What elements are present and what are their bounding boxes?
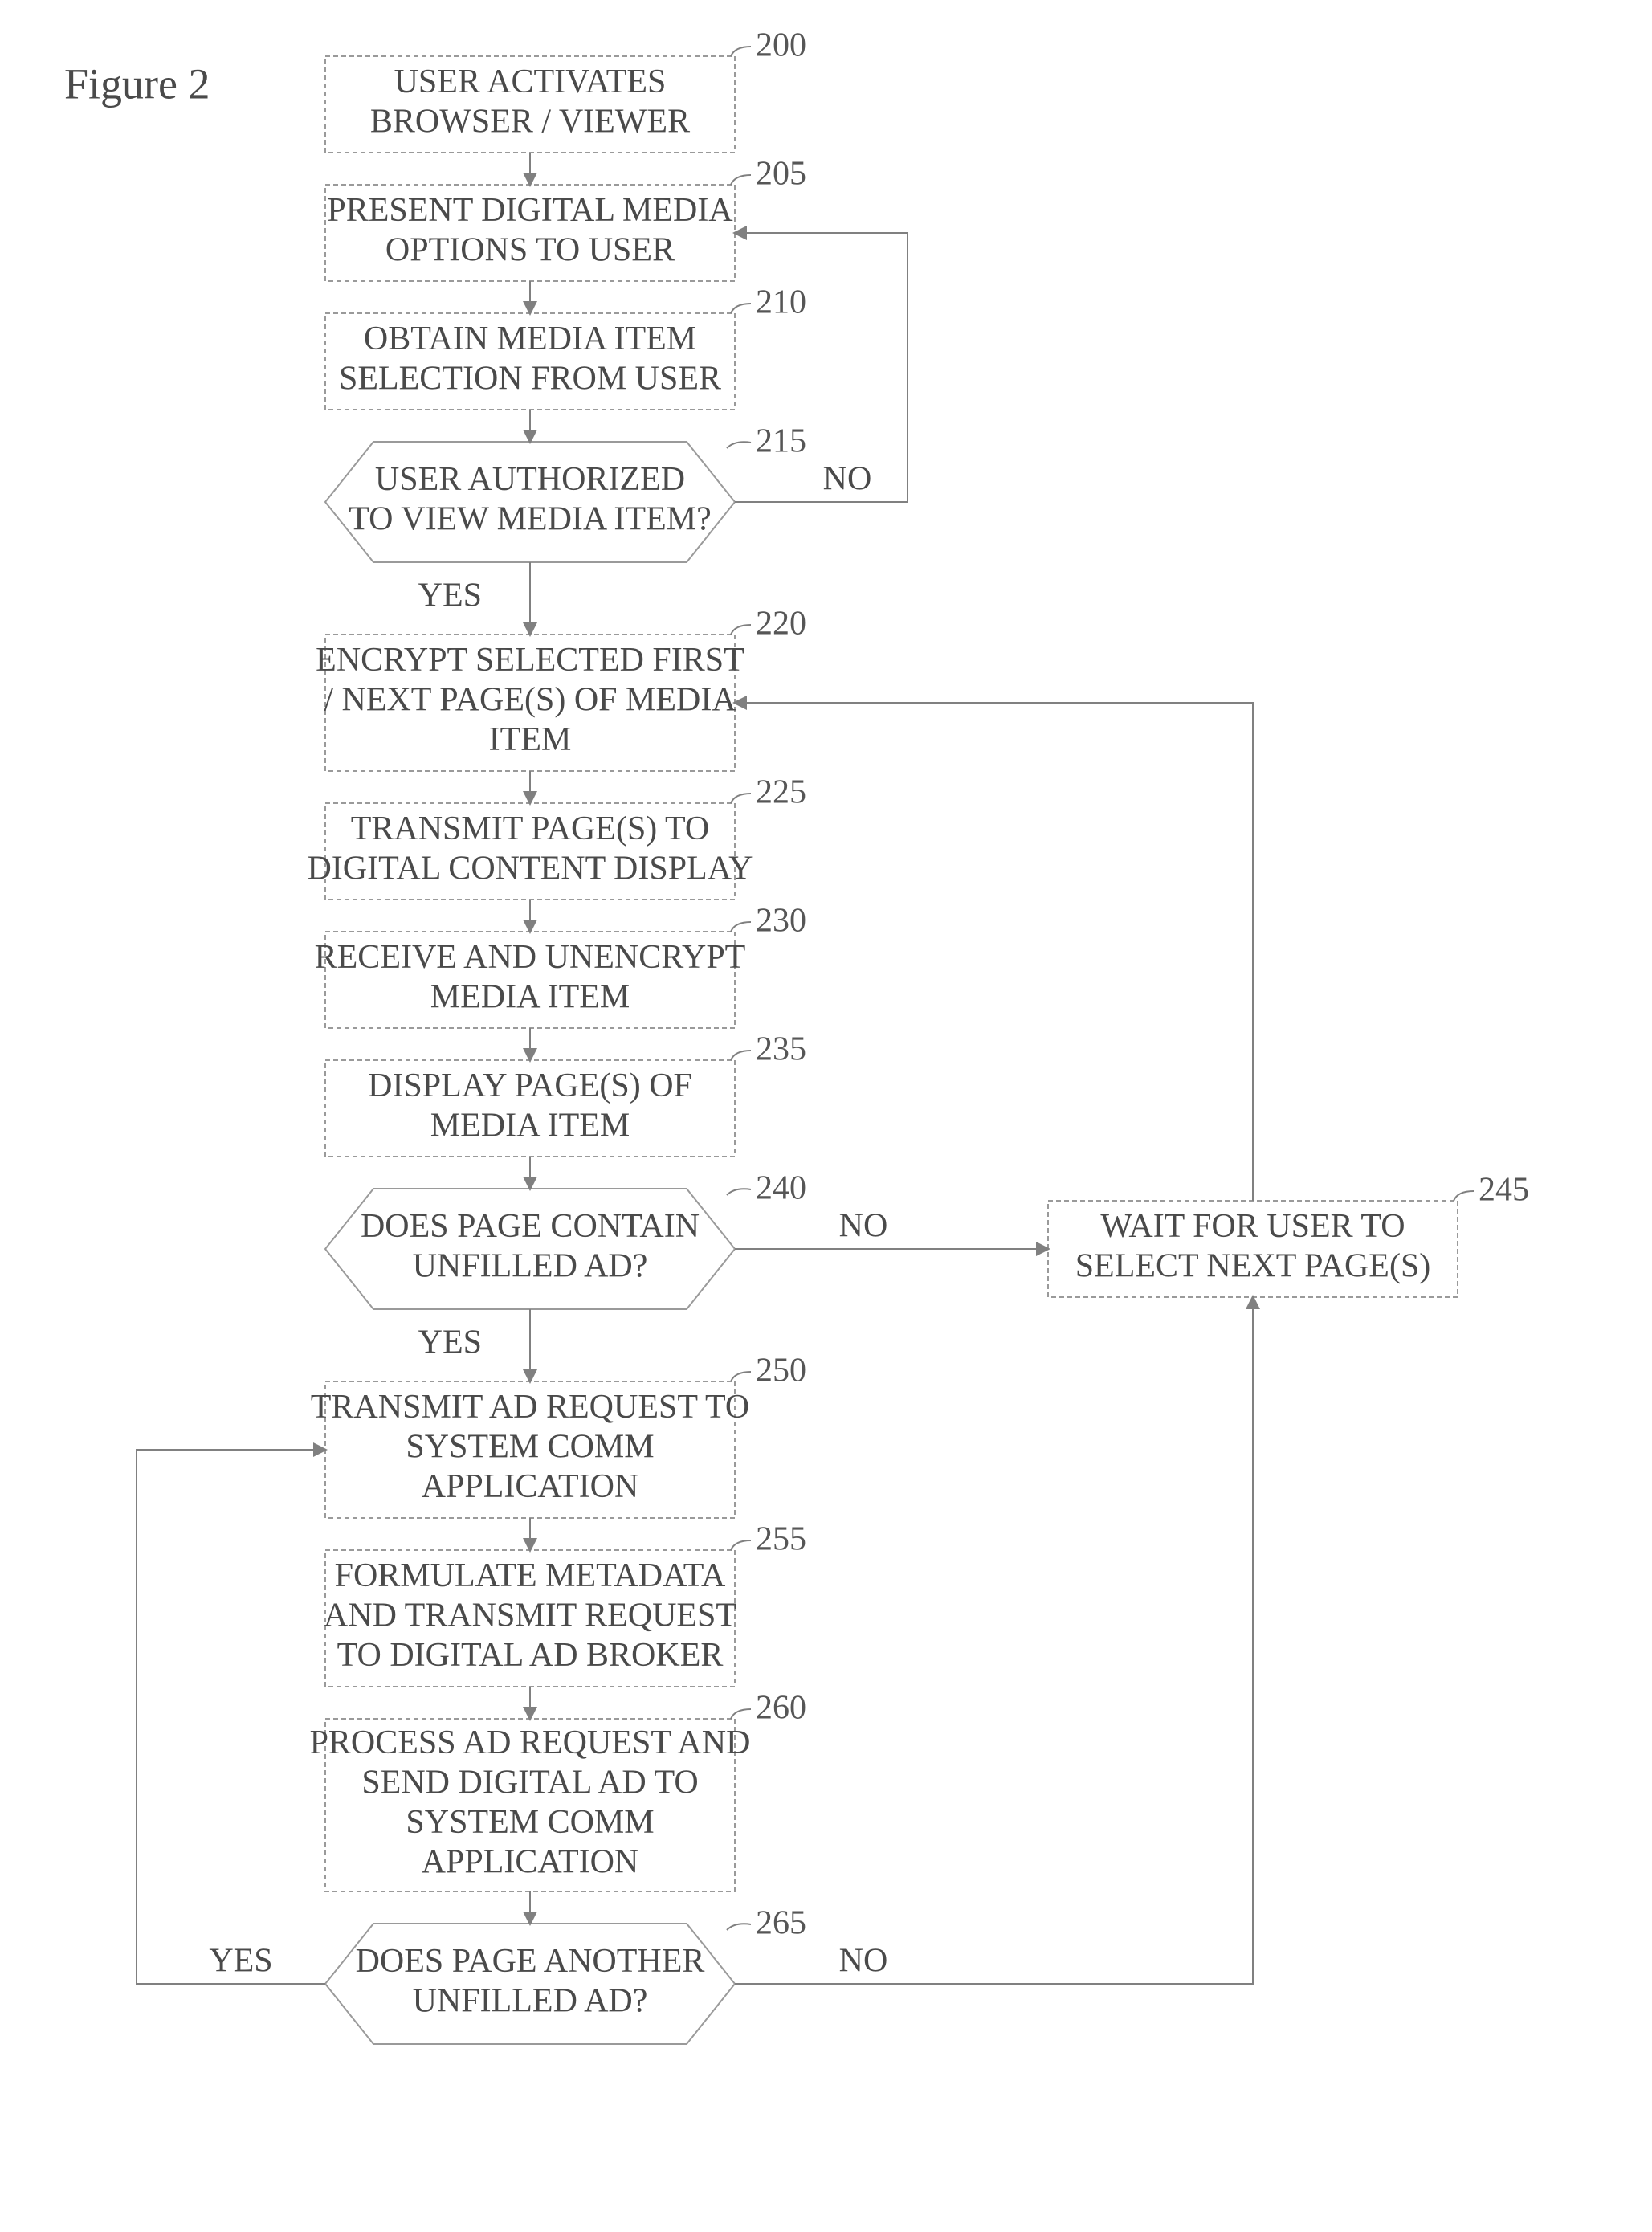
ref-leader-240 [727,1189,751,1195]
node-255-line-0: FORMULATE METADATA [335,1557,726,1594]
ref-leader-230 [731,922,751,932]
ref-leader-220 [731,625,751,635]
node-205: PRESENT DIGITAL MEDIAOPTIONS TO USER [325,185,735,281]
node-200-line-1: BROWSER / VIEWER [370,103,690,140]
node-255: FORMULATE METADATAAND TRANSMIT REQUESTTO… [324,1550,736,1687]
node-200: USER ACTIVATESBROWSER / VIEWER [325,56,735,153]
node-215: USER AUTHORIZEDTO VIEW MEDIA ITEM? [325,442,735,562]
node-250-line-1: SYSTEM COMM [406,1429,654,1466]
node-240-line-1: UNFILLED AD? [413,1247,648,1284]
node-260-line-1: SEND DIGITAL AD TO [361,1764,698,1801]
node-220: ENCRYPT SELECTED FIRST/ NEXT PAGE(S) OF … [316,635,744,771]
edge-path-15 [735,1297,1253,1984]
node-205-line-1: OPTIONS TO USER [385,231,675,268]
ref-number-240: 240 [756,1170,806,1207]
node-255-line-2: TO DIGITAL AD BROKER [337,1637,724,1674]
node-220-line-1: / NEXT PAGE(S) OF MEDIA [324,682,736,719]
node-265: DOES PAGE ANOTHERUNFILLED AD? [325,1924,735,2044]
ref-leader-260 [731,1709,751,1719]
ref-number-245: 245 [1479,1172,1529,1209]
node-205-line-0: PRESENT DIGITAL MEDIA [327,192,733,229]
node-220-line-0: ENCRYPT SELECTED FIRST [316,642,744,679]
node-210-line-0: OBTAIN MEDIA ITEM [364,320,696,357]
node-240-line-0: DOES PAGE CONTAIN [361,1208,700,1245]
ref-leader-225 [731,794,751,803]
node-250-line-0: TRANSMIT AD REQUEST TO [311,1389,749,1426]
node-250-line-2: APPLICATION [422,1468,639,1505]
ref-number-210: 210 [756,284,806,321]
ref-number-250: 250 [756,1353,806,1389]
node-225: TRANSMIT PAGE(S) TODIGITAL CONTENT DISPL… [307,803,753,900]
edge-path-12 [735,233,908,502]
node-235-line-0: DISPLAY PAGE(S) OF [368,1067,692,1104]
ref-number-220: 220 [756,606,806,643]
node-245-line-1: SELECT NEXT PAGE(S) [1075,1247,1431,1284]
ref-leader-210 [731,304,751,313]
ref-leader-200 [731,47,751,56]
node-235-line-1: MEDIA ITEM [430,1107,630,1144]
ref-number-260: 260 [756,1690,806,1727]
node-240: DOES PAGE CONTAINUNFILLED AD? [325,1189,735,1309]
ref-leader-245 [1454,1191,1474,1201]
ref-number-255: 255 [756,1521,806,1558]
edge-path-label-12: NO [823,461,872,498]
node-210: OBTAIN MEDIA ITEMSELECTION FROM USER [325,313,735,410]
ref-number-215: 215 [756,423,806,460]
flowchart-canvas: Figure 2 USER ACTIVATESBROWSER / VIEWER PR… [0,0,1652,2232]
node-215-line-0: USER AUTHORIZED [375,461,685,498]
node-210-line-1: SELECTION FROM USER [339,360,721,397]
ref-leader-205 [731,175,751,185]
ref-number-235: 235 [756,1031,806,1068]
node-265-line-0: DOES PAGE ANOTHER [356,1943,705,1980]
ref-number-205: 205 [756,156,806,193]
edge-path-16 [137,1450,325,1984]
node-245-line-0: WAIT FOR USER TO [1100,1208,1405,1245]
ref-leader-215 [727,442,751,448]
edge-path-label-15: NO [839,1943,888,1980]
edge-path-label-13: NO [839,1208,888,1245]
node-245: WAIT FOR USER TOSELECT NEXT PAGE(S) [1048,1201,1458,1297]
node-200-line-0: USER ACTIVATES [394,63,667,100]
node-225-line-0: TRANSMIT PAGE(S) TO [351,810,710,847]
node-250: TRANSMIT AD REQUEST TOSYSTEM COMMAPPLICA… [311,1381,749,1518]
node-255-line-1: AND TRANSMIT REQUEST [324,1597,736,1634]
edge-label-n215-n220: YES [418,577,482,614]
node-260-line-0: PROCESS AD REQUEST AND [310,1724,751,1761]
node-230-line-0: RECEIVE AND UNENCRYPT [315,939,746,976]
node-265-line-1: UNFILLED AD? [413,1982,648,2019]
ref-leader-235 [731,1051,751,1060]
figure-title: Figure 2 [64,59,210,108]
ref-number-225: 225 [756,774,806,811]
edge-label-n240-n250: YES [418,1324,482,1361]
node-230-line-1: MEDIA ITEM [430,978,630,1015]
node-260: PROCESS AD REQUEST ANDSEND DIGITAL AD TO… [310,1719,751,1891]
node-235: DISPLAY PAGE(S) OFMEDIA ITEM [325,1060,735,1157]
node-230: RECEIVE AND UNENCRYPTMEDIA ITEM [315,932,746,1028]
ref-leader-250 [731,1372,751,1381]
node-260-line-2: SYSTEM COMM [406,1804,654,1841]
node-260-line-3: APPLICATION [422,1843,639,1880]
ref-number-265: 265 [756,1905,806,1942]
node-215-line-1: TO VIEW MEDIA ITEM? [349,500,711,537]
ref-number-200: 200 [756,27,806,64]
ref-leader-265 [727,1924,751,1930]
edge-path-label-16: YES [209,1943,272,1980]
edge-path-14 [735,703,1253,1201]
node-225-line-1: DIGITAL CONTENT DISPLAY [307,850,753,887]
ref-leader-255 [731,1540,751,1550]
node-220-line-2: ITEM [489,721,572,758]
ref-number-230: 230 [756,903,806,940]
